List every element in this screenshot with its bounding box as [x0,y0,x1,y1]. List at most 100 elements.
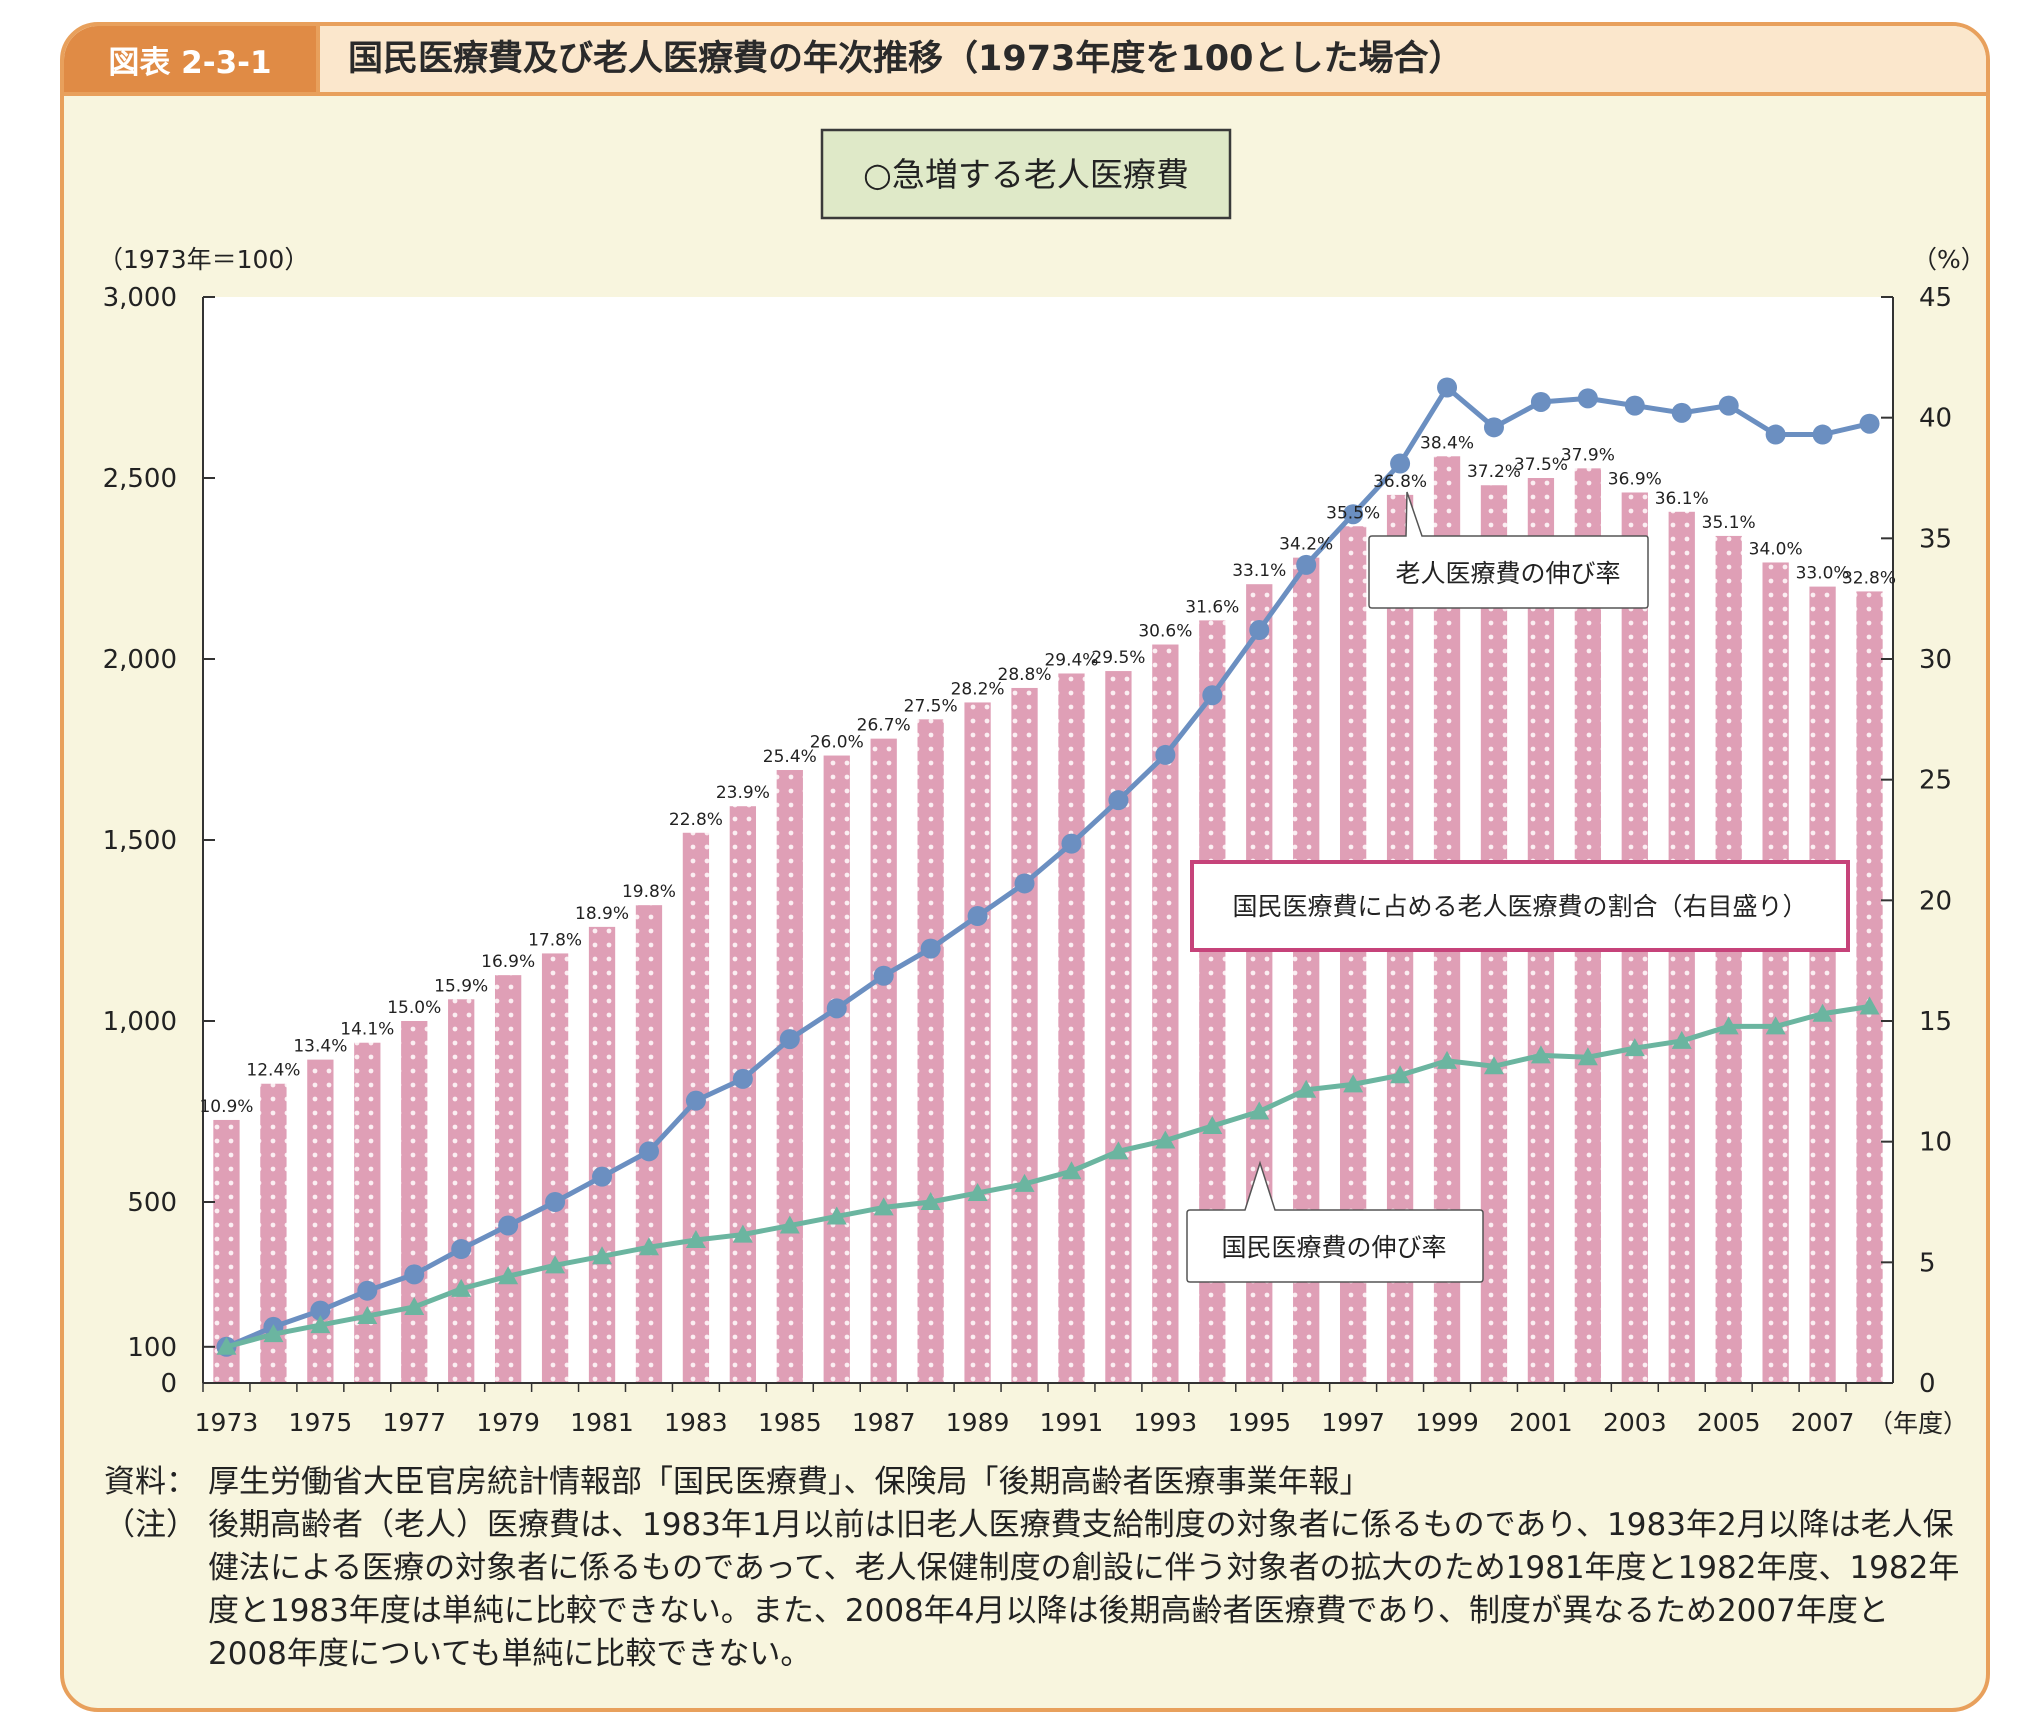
left-tick-label: 2,000 [103,645,177,675]
note-text: 後期高齢者（老人）医療費は、1983年1月以前は旧老人医療費支給制度の対象者に係… [208,1507,1960,1672]
right-tick-label: 0 [1919,1369,1936,1399]
bar-1991 [1058,673,1085,1383]
point-elderly-1990 [1014,873,1035,894]
bar-label: 34.0% [1749,539,1803,559]
bar-label: 37.2% [1467,462,1521,482]
bar-2005 [1715,535,1742,1383]
right-tick-label: 5 [1919,1248,1936,1278]
bar-label: 35.5% [1326,503,1380,523]
note-text: 厚生労働省大臣官房統計情報部「国民医療費」、保険局「後期高齢者医療事業年報」 [208,1464,1371,1500]
point-elderly-1984 [732,1068,753,1089]
point-elderly-1998 [1390,453,1411,474]
point-national-2005 [1718,1016,1739,1035]
right-tick-label: 45 [1919,283,1952,313]
bar-1989 [964,702,991,1383]
bar-label: 28.2% [951,679,1005,699]
bar-label: 33.0% [1796,564,1850,584]
callout-text: 国民医療費の伸び率 [1221,1233,1446,1262]
point-national-1991 [1061,1161,1082,1180]
right-tick-label: 30 [1919,645,1952,675]
subtitle-box-frame [820,128,1232,220]
point-national-1995 [1249,1101,1270,1120]
bar-label: 32.8% [1842,568,1896,588]
callout-bubble [1186,1160,1484,1283]
x-tick-label: 1999 [1415,1408,1479,1437]
notes: 資料： 厚生労働省大臣官房統計情報部「国民医療費」、保険局「後期高齢者医療事業年… [104,1461,1964,1676]
point-elderly-2006 [1765,424,1786,445]
point-national-1973 [216,1336,237,1355]
bar-label: 14.1% [340,1020,394,1040]
callout-box [1190,860,1850,952]
right-tick-label: 25 [1919,766,1952,796]
bar-label: 35.1% [1702,513,1756,533]
point-elderly-2008 [1859,413,1880,434]
note-remark: （注） 後期高齢者（老人）医療費は、1983年1月以前は旧老人医療費支給制度の対… [104,1504,1964,1676]
bar-label: 37.9% [1561,445,1615,465]
point-national-1983 [685,1230,706,1249]
labels-layer: 10.9% 12.4% 13.4%14.1%15.0%15.9% 16.9%17.8%… [199,433,1896,1117]
callout-text: 国民医療費に占める老人医療費の割合（右目盛り） [1232,892,1807,921]
point-elderly-1985 [779,1029,800,1050]
callout-bubble [1368,491,1649,609]
point-elderly-1978 [451,1239,472,1260]
point-elderly-1999 [1437,377,1458,398]
right-axis-label: （%） [1912,245,1986,274]
point-national-2004 [1671,1030,1692,1049]
bar-label: 36.1% [1655,489,1709,509]
left-tick-label: 1,500 [103,826,177,856]
bar-1993 [1152,644,1179,1383]
bar-1986 [823,755,850,1383]
point-national-2008 [1859,996,1880,1015]
right-tick-label: 10 [1919,1128,1952,1158]
point-elderly-2004 [1671,402,1692,423]
point-national-1976 [357,1306,378,1325]
point-elderly-1996 [1296,554,1317,575]
bar-label: 29.4% [1044,650,1098,670]
point-national-1984 [732,1224,753,1243]
point-national-1986 [826,1206,847,1225]
point-national-1980 [545,1255,566,1274]
point-elderly-1977 [404,1264,425,1285]
left-tick-label: 0 [160,1369,177,1399]
bar-label: 30.6% [1138,622,1192,642]
x-tick-label: 1997 [1321,1408,1385,1437]
bar-label: 23.9% [716,783,770,803]
point-national-2002 [1577,1047,1598,1066]
point-elderly-1991 [1061,833,1082,854]
point-national-1998 [1390,1065,1411,1084]
point-elderly-1986 [826,998,847,1019]
bar-label: 29.5% [1091,648,1145,668]
figure-title: 国民医療費及び老人医療費の年次推移（1973年度を100とした場合） [348,39,1464,79]
point-national-2000 [1483,1056,1504,1075]
bar-1992 [1105,671,1132,1383]
bar-label: 34.2% [1279,535,1333,555]
point-national-1993 [1155,1130,1176,1149]
x-tick-label: 2007 [1791,1408,1855,1437]
bar-1987 [870,738,897,1383]
x-tick-label: 1995 [1227,1408,1291,1437]
point-elderly-1975 [310,1300,331,1321]
bar-label: 18.9% [575,904,629,924]
right-tick-label: 15 [1919,1007,1952,1037]
point-national-2003 [1624,1038,1645,1057]
bar-1976 [354,1042,381,1383]
bar-label: 17.8% [528,930,582,950]
point-elderly-1979 [498,1215,519,1236]
note-key: （注） [104,1507,197,1543]
point-elderly-1976 [357,1280,378,1301]
bar-label: 36.9% [1608,469,1662,489]
point-elderly-1983 [685,1090,706,1111]
bar-label: 27.5% [904,696,958,716]
bar-1978 [448,999,475,1383]
point-elderly-2005 [1718,395,1739,416]
subtitle-text: ○急増する老人医療費 [863,155,1189,194]
x-tick-label: 2003 [1603,1408,1667,1437]
bar-label: 15.0% [387,998,441,1018]
right-tick-label: 40 [1919,404,1952,434]
bar-label: 25.4% [763,747,817,767]
callout-national-growth: 国民医療費の伸び率 [1186,1160,1484,1283]
callout-elderly-growth: 老人医療費の伸び率 [1368,491,1649,609]
bar-label: 13.4% [293,1037,347,1057]
x-tick-label: 1973 [195,1408,259,1437]
point-national-1999 [1437,1050,1458,1069]
